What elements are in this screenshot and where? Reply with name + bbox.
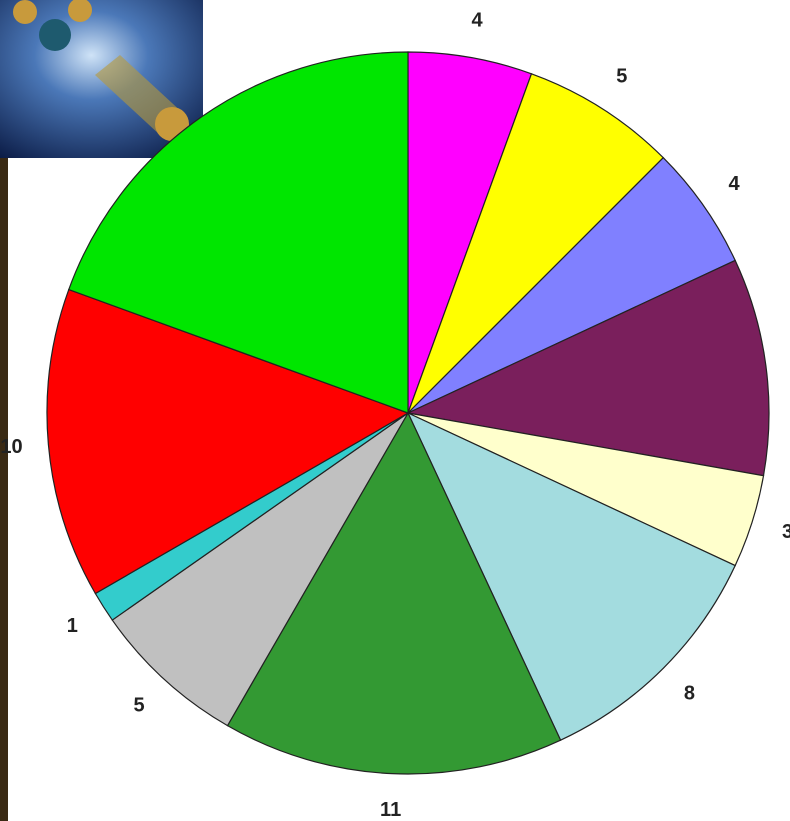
- data-label: 10: [0, 436, 22, 458]
- data-label: 8: [684, 683, 695, 705]
- decor-image: [0, 0, 203, 158]
- data-label: 4: [728, 173, 740, 195]
- data-label: 4: [472, 9, 484, 31]
- data-label: 5: [134, 695, 145, 717]
- data-label: 1: [67, 615, 78, 637]
- data-label: 11: [380, 799, 401, 821]
- data-label: 5: [616, 66, 627, 88]
- left-border: [0, 150, 8, 821]
- chart: 454738115110: [0, 0, 790, 821]
- data-label: 3: [782, 521, 790, 543]
